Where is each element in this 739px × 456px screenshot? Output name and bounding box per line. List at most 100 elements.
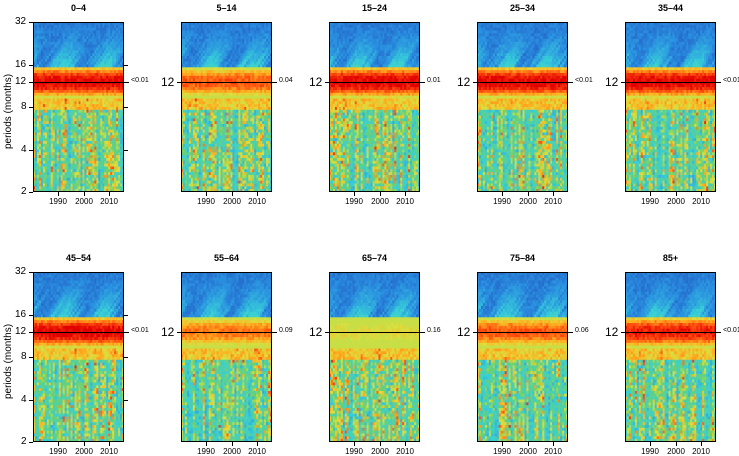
heatmap-cell xyxy=(108,172,111,176)
heatmap-cell xyxy=(240,107,243,111)
heatmap-cell xyxy=(204,39,208,43)
heatmap-cell xyxy=(192,75,196,80)
heatmap-cell xyxy=(36,56,40,60)
heatmap-cell xyxy=(238,92,241,97)
heatmap-cell xyxy=(104,132,107,136)
heatmap-cell xyxy=(64,129,68,134)
heatmap-cell xyxy=(204,41,208,46)
heatmap-cell xyxy=(181,129,184,134)
heatmap-cell xyxy=(262,141,265,145)
heatmap-cell xyxy=(214,50,218,54)
heatmap-cell xyxy=(236,24,239,29)
heatmap-cell xyxy=(232,81,236,85)
heatmap-cell xyxy=(236,75,239,80)
heatmap-cell xyxy=(218,84,222,88)
heatmap-cell xyxy=(232,27,236,32)
heatmap-cell xyxy=(114,104,117,108)
heatmap-cell xyxy=(44,87,48,91)
heatmap-cell xyxy=(58,78,62,83)
heatmap-cell xyxy=(206,58,210,63)
heatmap-cell xyxy=(188,84,192,88)
heatmap-cell xyxy=(260,141,263,145)
heatmap-cell xyxy=(120,24,123,29)
heatmap-cell xyxy=(98,166,101,170)
heatmap-cell xyxy=(208,101,212,105)
heatmap-cell xyxy=(118,56,121,60)
heatmap-cell xyxy=(76,87,80,91)
heatmap-cell xyxy=(264,39,267,43)
heatmap-cell xyxy=(224,87,228,91)
heatmap-cell xyxy=(48,132,52,136)
heatmap-cell xyxy=(216,75,220,80)
heatmap-cell xyxy=(104,129,107,134)
heatmap-cell xyxy=(94,121,97,125)
heatmap-cell xyxy=(46,160,50,165)
heatmap-cell xyxy=(264,143,267,148)
heatmap-cell xyxy=(218,115,222,119)
heatmap-cell xyxy=(194,75,198,80)
heatmap-cell xyxy=(78,121,82,125)
heatmap-cell xyxy=(186,64,190,68)
heatmap-cell xyxy=(220,73,224,77)
heatmap-cell xyxy=(252,138,255,142)
heatmap-cell xyxy=(46,129,50,134)
heatmap-cell xyxy=(114,30,117,34)
heatmap-cell xyxy=(248,50,251,54)
heatmap-cell xyxy=(198,39,202,43)
heatmap-cell xyxy=(244,61,247,66)
heatmap-cell xyxy=(68,50,72,54)
heatmap-cell xyxy=(48,180,52,185)
heatmap-cell xyxy=(196,101,200,105)
heatmap-cell xyxy=(76,166,80,170)
heatmap-cell xyxy=(238,107,241,111)
heatmap-cell xyxy=(228,132,232,136)
heatmap-cell xyxy=(242,41,245,46)
heatmap-cell xyxy=(36,166,40,170)
heatmap-cell xyxy=(56,22,60,26)
heatmap-cell xyxy=(70,109,74,114)
heatmap-cell xyxy=(80,107,84,111)
heatmap-cell xyxy=(198,50,202,54)
heatmap-cell xyxy=(214,107,218,111)
heatmap-cell xyxy=(62,67,66,71)
heatmap-cell xyxy=(232,104,236,108)
heatmap-cell xyxy=(34,152,38,156)
heatmap-cell xyxy=(88,109,91,114)
heatmap-cell xyxy=(181,24,184,29)
heatmap-cell xyxy=(118,41,121,46)
heatmap-cell xyxy=(88,64,91,68)
heatmap-cell xyxy=(38,177,42,182)
heatmap-cell xyxy=(70,33,74,37)
heatmap-cell xyxy=(40,75,44,80)
heatmap-cell xyxy=(216,104,220,108)
heatmap-cell xyxy=(106,61,109,66)
heatmap-cell xyxy=(264,112,267,117)
heatmap-cell xyxy=(194,41,198,46)
heatmap-cell xyxy=(56,121,60,125)
heatmap-cell xyxy=(98,177,101,182)
heatmap-cell xyxy=(208,152,212,156)
heatmap-cell xyxy=(70,175,74,179)
heatmap-cell xyxy=(68,64,72,68)
heatmap-cell xyxy=(62,64,66,68)
heatmap-cell xyxy=(96,33,99,37)
heatmap-cell xyxy=(76,47,80,51)
heatmap-cell xyxy=(114,92,117,97)
heatmap-cell xyxy=(50,56,54,60)
heatmap-cell xyxy=(108,177,111,182)
heatmap-cell xyxy=(224,146,228,151)
heatmap-cell xyxy=(248,87,251,91)
heatmap-cell xyxy=(118,112,121,117)
heatmap-cell xyxy=(56,132,60,136)
heatmap-cell xyxy=(268,101,271,105)
heatmap-cell xyxy=(50,163,54,168)
heatmap-cell xyxy=(102,84,105,88)
heatmap-cell xyxy=(36,115,40,119)
heatmap-cell xyxy=(64,53,68,57)
heatmap-cell xyxy=(226,24,230,29)
heatmap-cell xyxy=(82,126,86,131)
heatmap-cell xyxy=(82,30,86,34)
heatmap-cell xyxy=(72,70,76,74)
heatmap-cell xyxy=(224,112,228,117)
heatmap-cell xyxy=(42,146,46,151)
